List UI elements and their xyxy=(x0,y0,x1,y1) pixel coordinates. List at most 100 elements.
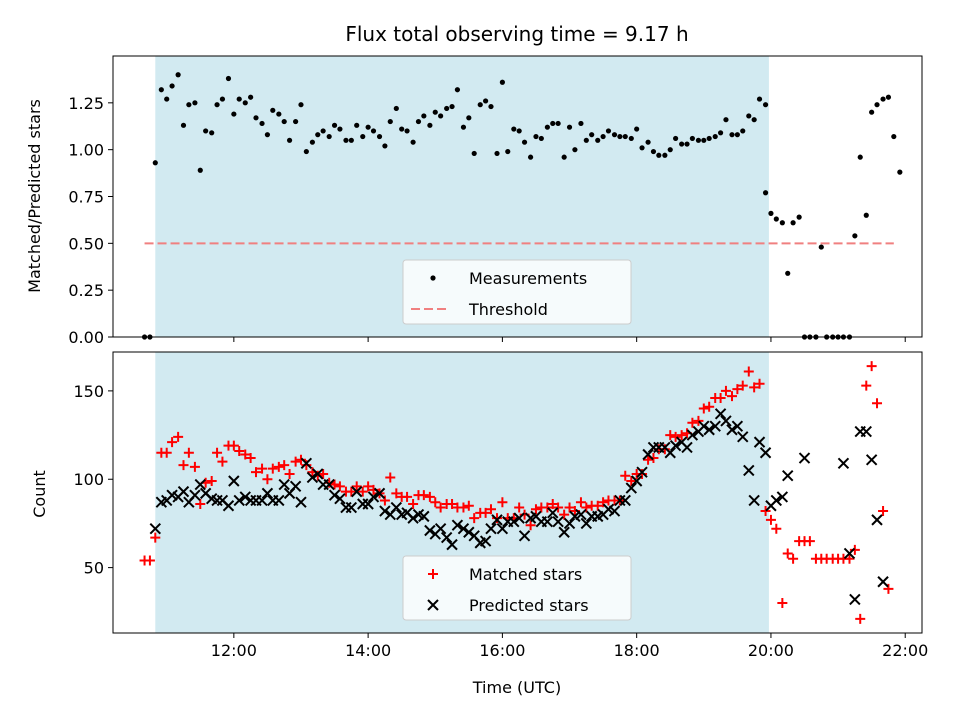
measurement-point xyxy=(286,137,293,143)
predicted-star-point xyxy=(798,452,811,464)
measurement-point xyxy=(152,160,158,166)
measurement-point xyxy=(773,216,779,222)
measurement-point xyxy=(555,120,561,127)
measurement-point xyxy=(689,135,695,142)
predicted-star-point xyxy=(849,593,861,606)
legend-label: Predicted stars xyxy=(469,596,589,615)
measurement-point xyxy=(360,133,366,140)
measurement-point xyxy=(869,109,875,115)
predicted-star-point xyxy=(261,487,274,500)
predicted-star-point xyxy=(686,429,699,441)
measurement-point xyxy=(427,122,433,128)
matched-star-point xyxy=(492,513,503,524)
measurement-point xyxy=(225,75,232,82)
measurement-point xyxy=(768,210,774,216)
predicted-star-point xyxy=(558,526,570,538)
matched-star-point xyxy=(497,497,508,508)
top-y-tick-label: 1.00 xyxy=(68,141,104,160)
measurement-point xyxy=(471,150,477,157)
measurement-point xyxy=(617,133,623,140)
measurement-point xyxy=(209,130,215,136)
matched-star-point xyxy=(385,472,396,483)
measurement-point xyxy=(595,137,601,143)
measurement-point xyxy=(242,100,248,106)
measurement-point xyxy=(645,139,651,145)
measurement-point xyxy=(393,105,399,112)
predicted-star-point xyxy=(312,468,324,480)
predicted-star-point xyxy=(440,531,453,544)
predicted-star-point xyxy=(328,489,341,501)
matched-star-point xyxy=(754,378,765,389)
matched-star-point xyxy=(290,456,301,467)
measurement-point xyxy=(270,107,276,113)
measurement-point xyxy=(516,128,522,134)
top-y-tick-label: 1.25 xyxy=(68,94,104,113)
predicted-star-point xyxy=(720,415,732,427)
matched-star-point xyxy=(273,461,284,472)
predicted-star-point xyxy=(463,526,475,538)
measurement-point xyxy=(762,190,769,196)
matched-star-point xyxy=(469,513,480,524)
predicted-star-point xyxy=(703,424,715,436)
measurement-point xyxy=(387,118,393,125)
measurement-point xyxy=(600,133,606,140)
top-panel: 0.00 0.25 0.50 0.75 1.00 1.25 Measurements Thre… xyxy=(68,55,923,347)
matched-star-point xyxy=(295,454,306,465)
measurement-point xyxy=(264,132,271,138)
matched-star-point xyxy=(749,382,760,393)
predicted-star-point xyxy=(446,538,458,551)
matched-star-point xyxy=(217,456,228,467)
matched-star-point xyxy=(743,366,754,377)
measurement-point xyxy=(309,139,315,145)
matched-star-point xyxy=(581,502,592,513)
predicted-star-point xyxy=(373,487,386,500)
measurement-point xyxy=(550,120,556,127)
predicted-star-point xyxy=(222,500,235,512)
measurement-point xyxy=(695,137,702,143)
measurement-point xyxy=(488,103,494,110)
matched-star-point xyxy=(357,486,368,497)
matched-star-point xyxy=(530,504,541,515)
measurement-point xyxy=(438,113,444,119)
measurement-point xyxy=(494,150,500,157)
matched-star-point xyxy=(620,470,631,481)
matched-star-point xyxy=(626,476,637,487)
predicted-star-point xyxy=(877,576,889,588)
matched-star-point xyxy=(206,476,217,487)
matched-star-point xyxy=(418,490,429,501)
matched-star-point xyxy=(849,544,860,555)
predicted-star-point xyxy=(669,439,682,452)
matched-star-point xyxy=(514,502,525,513)
legend-label: Threshold xyxy=(468,300,548,319)
matched-star-point xyxy=(150,532,161,543)
predicted-star-point xyxy=(289,480,302,493)
measurement-point xyxy=(762,102,769,108)
matched-star-point xyxy=(598,497,609,508)
matched-star-point xyxy=(485,504,496,515)
predicted-star-point xyxy=(379,505,391,517)
matched-star-point xyxy=(379,495,390,506)
measurement-point xyxy=(460,124,467,130)
bottom-panel: 50 100 150 12:00 14:00 16:00 18:00 20:00 22:00 Ma… xyxy=(73,351,928,660)
measurement-point xyxy=(421,113,427,119)
measurement-point xyxy=(376,133,383,140)
measurement-point xyxy=(589,132,595,138)
measurement-point xyxy=(706,135,712,142)
predicted-star-point xyxy=(407,512,419,524)
predicted-star-point xyxy=(273,494,285,507)
measurement-point xyxy=(449,103,455,110)
measurement-point xyxy=(219,96,226,102)
measurement-point xyxy=(779,220,785,226)
matched-star-point xyxy=(637,468,648,479)
measurement-point xyxy=(203,128,209,134)
measurement-point xyxy=(483,98,489,104)
top-y-tick-label: 0.25 xyxy=(68,281,104,300)
measurement-point xyxy=(454,87,461,93)
measurement-point xyxy=(214,102,220,108)
measurement-point xyxy=(276,111,282,117)
predicted-star-point xyxy=(228,475,240,487)
top-y-tick-label: 0.75 xyxy=(68,188,104,207)
matched-star-point xyxy=(727,391,738,402)
matched-star-point xyxy=(408,498,419,509)
bottom-y-tick-label: 100 xyxy=(73,470,104,489)
